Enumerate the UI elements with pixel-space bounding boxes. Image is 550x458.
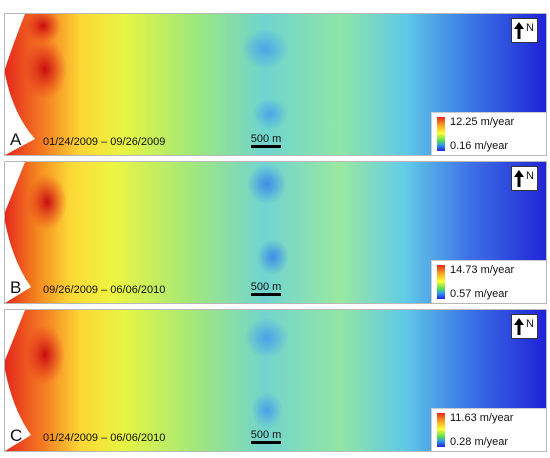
date-range-label: 01/24/2009 – 06/06/2010: [43, 432, 166, 444]
north-arrow: N: [511, 18, 538, 43]
north-arrow-icon: [514, 170, 524, 187]
scale-bar-label: 500 m: [250, 429, 282, 441]
panel-letter: A: [10, 130, 22, 149]
color-ramp: [437, 117, 445, 151]
north-arrow-icon: [514, 318, 524, 335]
scale-bar-label: 500 m: [250, 133, 282, 145]
scale-bar: 500 m: [249, 133, 283, 148]
legend-min-label: 0.28 m/year: [450, 436, 509, 448]
scale-bar-label: 500 m: [250, 281, 282, 293]
north-arrow: N: [511, 166, 538, 191]
scale-bar: 500 m: [249, 281, 283, 296]
legend-max-label: 14.73 m/year: [450, 264, 515, 276]
legend-min-label: 0.16 m/year: [450, 140, 509, 152]
date-range-label: 09/26/2009 – 06/06/2010: [43, 284, 166, 296]
velocity-map-panel-b: B 09/26/2009 – 06/06/2010 500 m N 14.73 …: [4, 161, 547, 304]
legend-min-label: 0.57 m/year: [450, 288, 509, 300]
velocity-field-a: [5, 14, 546, 155]
scale-bar-line: [251, 293, 281, 296]
velocity-legend: 11.63 m/year 0.28 m/year: [431, 408, 546, 451]
velocity-map-panel-a: A 01/24/2009 – 09/26/2009 500 m N 12.25 …: [4, 13, 547, 156]
velocity-legend: 14.73 m/year 0.57 m/year: [431, 260, 546, 303]
scale-bar: 500 m: [249, 429, 283, 444]
legend-max-label: 12.25 m/year: [450, 116, 515, 128]
scale-bar-line: [251, 441, 281, 444]
legend-max-label: 11.63 m/year: [450, 412, 514, 424]
scale-bar-line: [251, 145, 281, 148]
north-label: N: [526, 22, 534, 34]
north-arrow-icon: [514, 22, 524, 39]
velocity-map-panel-c: C 01/24/2009 – 06/06/2010 500 m N 11.63 …: [4, 309, 547, 452]
north-label: N: [526, 170, 534, 182]
color-ramp: [437, 413, 445, 447]
date-range-label: 01/24/2009 – 09/26/2009: [43, 136, 166, 148]
color-ramp: [437, 265, 445, 299]
north-arrow: N: [511, 314, 538, 339]
velocity-legend: 12.25 m/year 0.16 m/year: [431, 112, 546, 155]
panel-letter: B: [10, 278, 22, 297]
panel-letter: C: [10, 426, 23, 445]
north-label: N: [526, 318, 534, 330]
